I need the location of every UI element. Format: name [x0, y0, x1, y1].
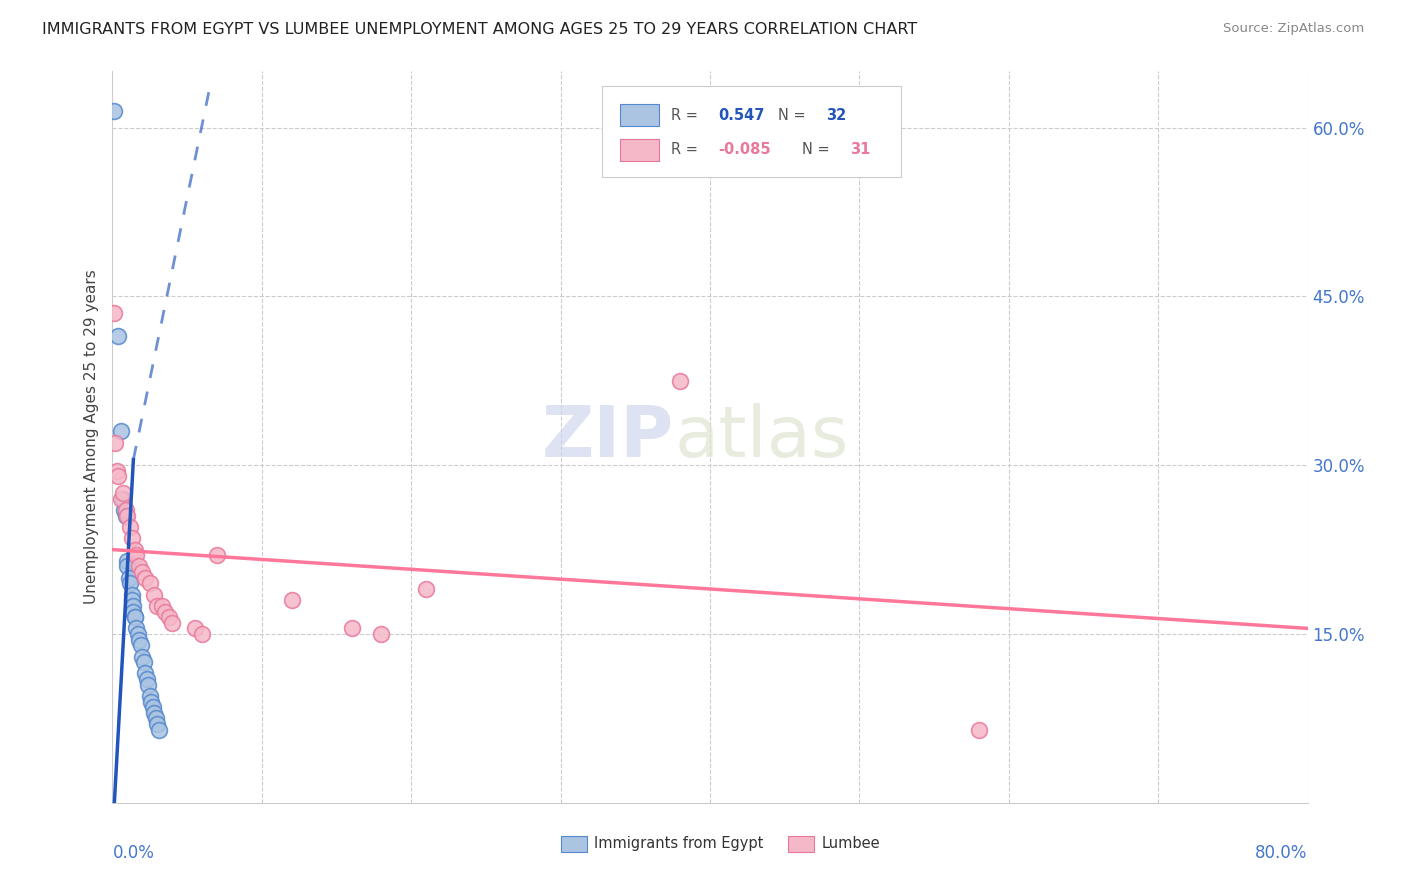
- Point: [115, 503, 138, 517]
- Point: [121, 588, 143, 602]
- Text: 0.0%: 0.0%: [112, 845, 155, 863]
- Text: Source: ZipAtlas.com: Source: ZipAtlas.com: [1223, 22, 1364, 36]
- Point: [128, 632, 150, 647]
- Bar: [787, 836, 814, 852]
- Point: [139, 576, 162, 591]
- Point: [124, 610, 146, 624]
- Point: [128, 559, 150, 574]
- Point: [120, 520, 142, 534]
- Point: [157, 610, 180, 624]
- Point: [191, 627, 214, 641]
- Text: R =: R =: [671, 108, 702, 123]
- Point: [118, 571, 141, 585]
- Text: -0.085: -0.085: [718, 142, 770, 157]
- Point: [143, 588, 166, 602]
- Point: [162, 615, 183, 630]
- Point: [107, 328, 129, 343]
- Point: [125, 548, 148, 562]
- Point: [669, 374, 692, 388]
- Text: 0.547: 0.547: [718, 108, 765, 123]
- Point: [967, 723, 990, 737]
- Point: [111, 491, 134, 506]
- Point: [134, 571, 156, 585]
- Point: [148, 723, 170, 737]
- FancyBboxPatch shape: [603, 86, 901, 178]
- Point: [132, 655, 155, 669]
- Point: [153, 605, 176, 619]
- Point: [142, 700, 165, 714]
- Text: N =: N =: [778, 108, 810, 123]
- Point: [139, 689, 162, 703]
- Point: [117, 554, 139, 568]
- Point: [121, 532, 143, 546]
- Point: [107, 469, 129, 483]
- Point: [125, 621, 148, 635]
- Point: [122, 605, 145, 619]
- Point: [111, 486, 134, 500]
- Point: [138, 678, 160, 692]
- Point: [124, 542, 146, 557]
- Y-axis label: Unemployment Among Ages 25 to 29 years: Unemployment Among Ages 25 to 29 years: [83, 269, 98, 605]
- Point: [340, 621, 363, 635]
- Point: [121, 593, 143, 607]
- Text: R =: R =: [671, 142, 702, 157]
- Point: [103, 103, 125, 118]
- Point: [110, 425, 132, 439]
- Text: Immigrants from Egypt: Immigrants from Egypt: [595, 836, 763, 851]
- Point: [129, 638, 152, 652]
- Point: [114, 503, 135, 517]
- Text: atlas: atlas: [675, 402, 849, 472]
- Bar: [620, 138, 658, 161]
- Point: [117, 508, 139, 523]
- Text: IMMIGRANTS FROM EGYPT VS LUMBEE UNEMPLOYMENT AMONG AGES 25 TO 29 YEARS CORRELATI: IMMIGRANTS FROM EGYPT VS LUMBEE UNEMPLOY…: [42, 22, 918, 37]
- Point: [134, 666, 156, 681]
- Point: [127, 627, 149, 641]
- Point: [415, 582, 437, 596]
- Point: [146, 717, 169, 731]
- Point: [120, 576, 142, 591]
- Point: [115, 508, 138, 523]
- Text: ZIP: ZIP: [541, 402, 675, 472]
- Bar: [561, 836, 586, 852]
- Point: [131, 565, 153, 579]
- Bar: [620, 104, 658, 127]
- Point: [183, 621, 205, 635]
- Point: [110, 491, 132, 506]
- Point: [104, 435, 127, 450]
- Point: [145, 711, 167, 725]
- Point: [146, 599, 169, 613]
- Point: [141, 694, 163, 708]
- Text: 32: 32: [825, 108, 846, 123]
- Point: [135, 672, 157, 686]
- Point: [124, 610, 146, 624]
- Point: [281, 593, 304, 607]
- Point: [370, 627, 392, 641]
- Point: [143, 706, 166, 720]
- Text: Lumbee: Lumbee: [821, 836, 880, 851]
- Text: 80.0%: 80.0%: [1256, 845, 1308, 863]
- Point: [117, 559, 139, 574]
- Point: [105, 464, 128, 478]
- Point: [150, 599, 173, 613]
- Text: N =: N =: [801, 142, 834, 157]
- Point: [122, 599, 145, 613]
- Point: [205, 548, 228, 562]
- Point: [131, 649, 153, 664]
- Point: [103, 306, 125, 320]
- Text: 31: 31: [849, 142, 870, 157]
